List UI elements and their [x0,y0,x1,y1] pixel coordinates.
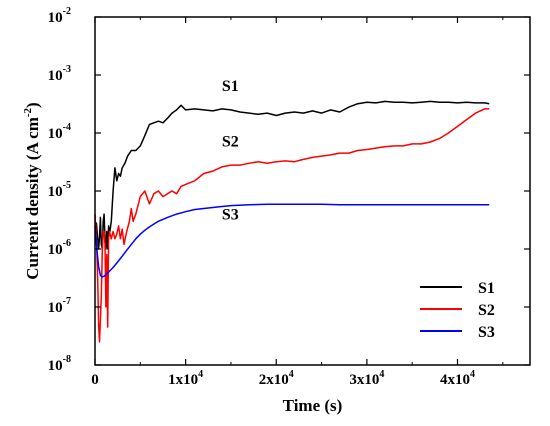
x-tick-label: 2x104 [259,369,294,388]
plot-frame [94,16,531,366]
y-tick-label: 10-4 [48,122,71,142]
legend-label-s2: S2 [478,302,495,319]
series-annotation-s2: S2 [222,134,239,151]
x-tick-label: 1x104 [168,369,203,388]
series-annotation-s3: S3 [222,207,239,224]
series-annotations: S1 S2 S3 [222,78,239,224]
series-annotation-s1: S1 [222,78,239,95]
y-tick-label: 10-5 [48,180,71,200]
y-axis-title: Current density (A cm-2) [22,102,42,279]
series-line-s3 [94,203,490,278]
series-line-s2 [94,108,490,343]
x-tick-label: 4x104 [440,369,475,388]
y-tick-label: 10-3 [48,64,71,84]
x-axis-title: Time (s) [283,396,343,415]
tick-labels: 0 1x104 2x104 3x104 4x104 10-8 10-7 10-6 10-5 10-… [48,6,475,388]
series-line-s1 [94,100,490,250]
legend-label-s1: S1 [478,280,495,297]
y-tick-label: 10-2 [48,6,71,26]
y-tick-label: 10-8 [48,354,71,374]
y-tick-label: 10-6 [48,238,71,258]
x-tick-label: 0 [91,372,99,388]
legend: S1 S2 S3 [420,280,495,341]
x-tick-label: 3x104 [349,369,384,388]
y-tick-label: 10-7 [48,296,71,316]
plot-content [94,100,490,343]
legend-label-s3: S3 [478,324,495,341]
axis-ticks [94,16,530,366]
